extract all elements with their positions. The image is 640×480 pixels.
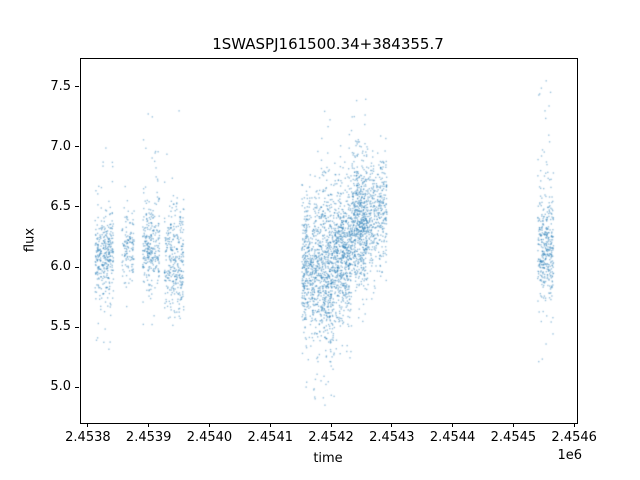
y-tick-label: 7.0 (50, 138, 71, 154)
x-tick-label: 2.4542 (308, 430, 354, 445)
x-tick-mark (512, 423, 514, 427)
x-tick-mark (208, 423, 210, 427)
x-tick-mark (330, 423, 332, 427)
y-tick-label: 6.5 (50, 198, 71, 214)
x-tick-label: 2.4538 (65, 430, 111, 445)
chart-title: 1SWASPJ161500.34+384355.7 (212, 35, 444, 53)
x-tick-label: 2.4543 (369, 430, 415, 445)
x-tick-mark (573, 423, 575, 427)
y-tick-label: 6.0 (50, 259, 71, 275)
x-tick-mark (269, 423, 271, 427)
y-tick-mark (75, 326, 79, 328)
y-axis-label: flux (22, 227, 38, 253)
plot-frame (80, 58, 578, 424)
x-tick-label: 2.4546 (551, 430, 597, 445)
scatter-points-canvas (81, 59, 575, 421)
y-tick-label: 7.5 (50, 78, 71, 94)
y-tick-mark (75, 266, 79, 268)
y-tick-label: 5.5 (50, 319, 71, 335)
y-tick-mark (75, 146, 79, 148)
y-tick-mark (75, 206, 79, 208)
x-tick-label: 2.4545 (490, 430, 537, 445)
x-tick-label: 2.4540 (186, 430, 233, 445)
y-tick-label: 5.0 (50, 379, 71, 395)
x-axis-offset-label: 1e6 (557, 448, 582, 463)
x-tick-label: 2.4539 (125, 430, 172, 445)
x-tick-mark (452, 423, 454, 427)
x-tick-mark (87, 423, 89, 427)
y-tick-mark (75, 86, 79, 88)
x-axis-label: time (313, 451, 343, 466)
x-tick-label: 2.4541 (247, 430, 294, 445)
y-tick-mark (75, 386, 79, 388)
x-tick-mark (391, 423, 393, 427)
x-tick-mark (148, 423, 150, 427)
x-tick-label: 2.4544 (429, 430, 476, 445)
